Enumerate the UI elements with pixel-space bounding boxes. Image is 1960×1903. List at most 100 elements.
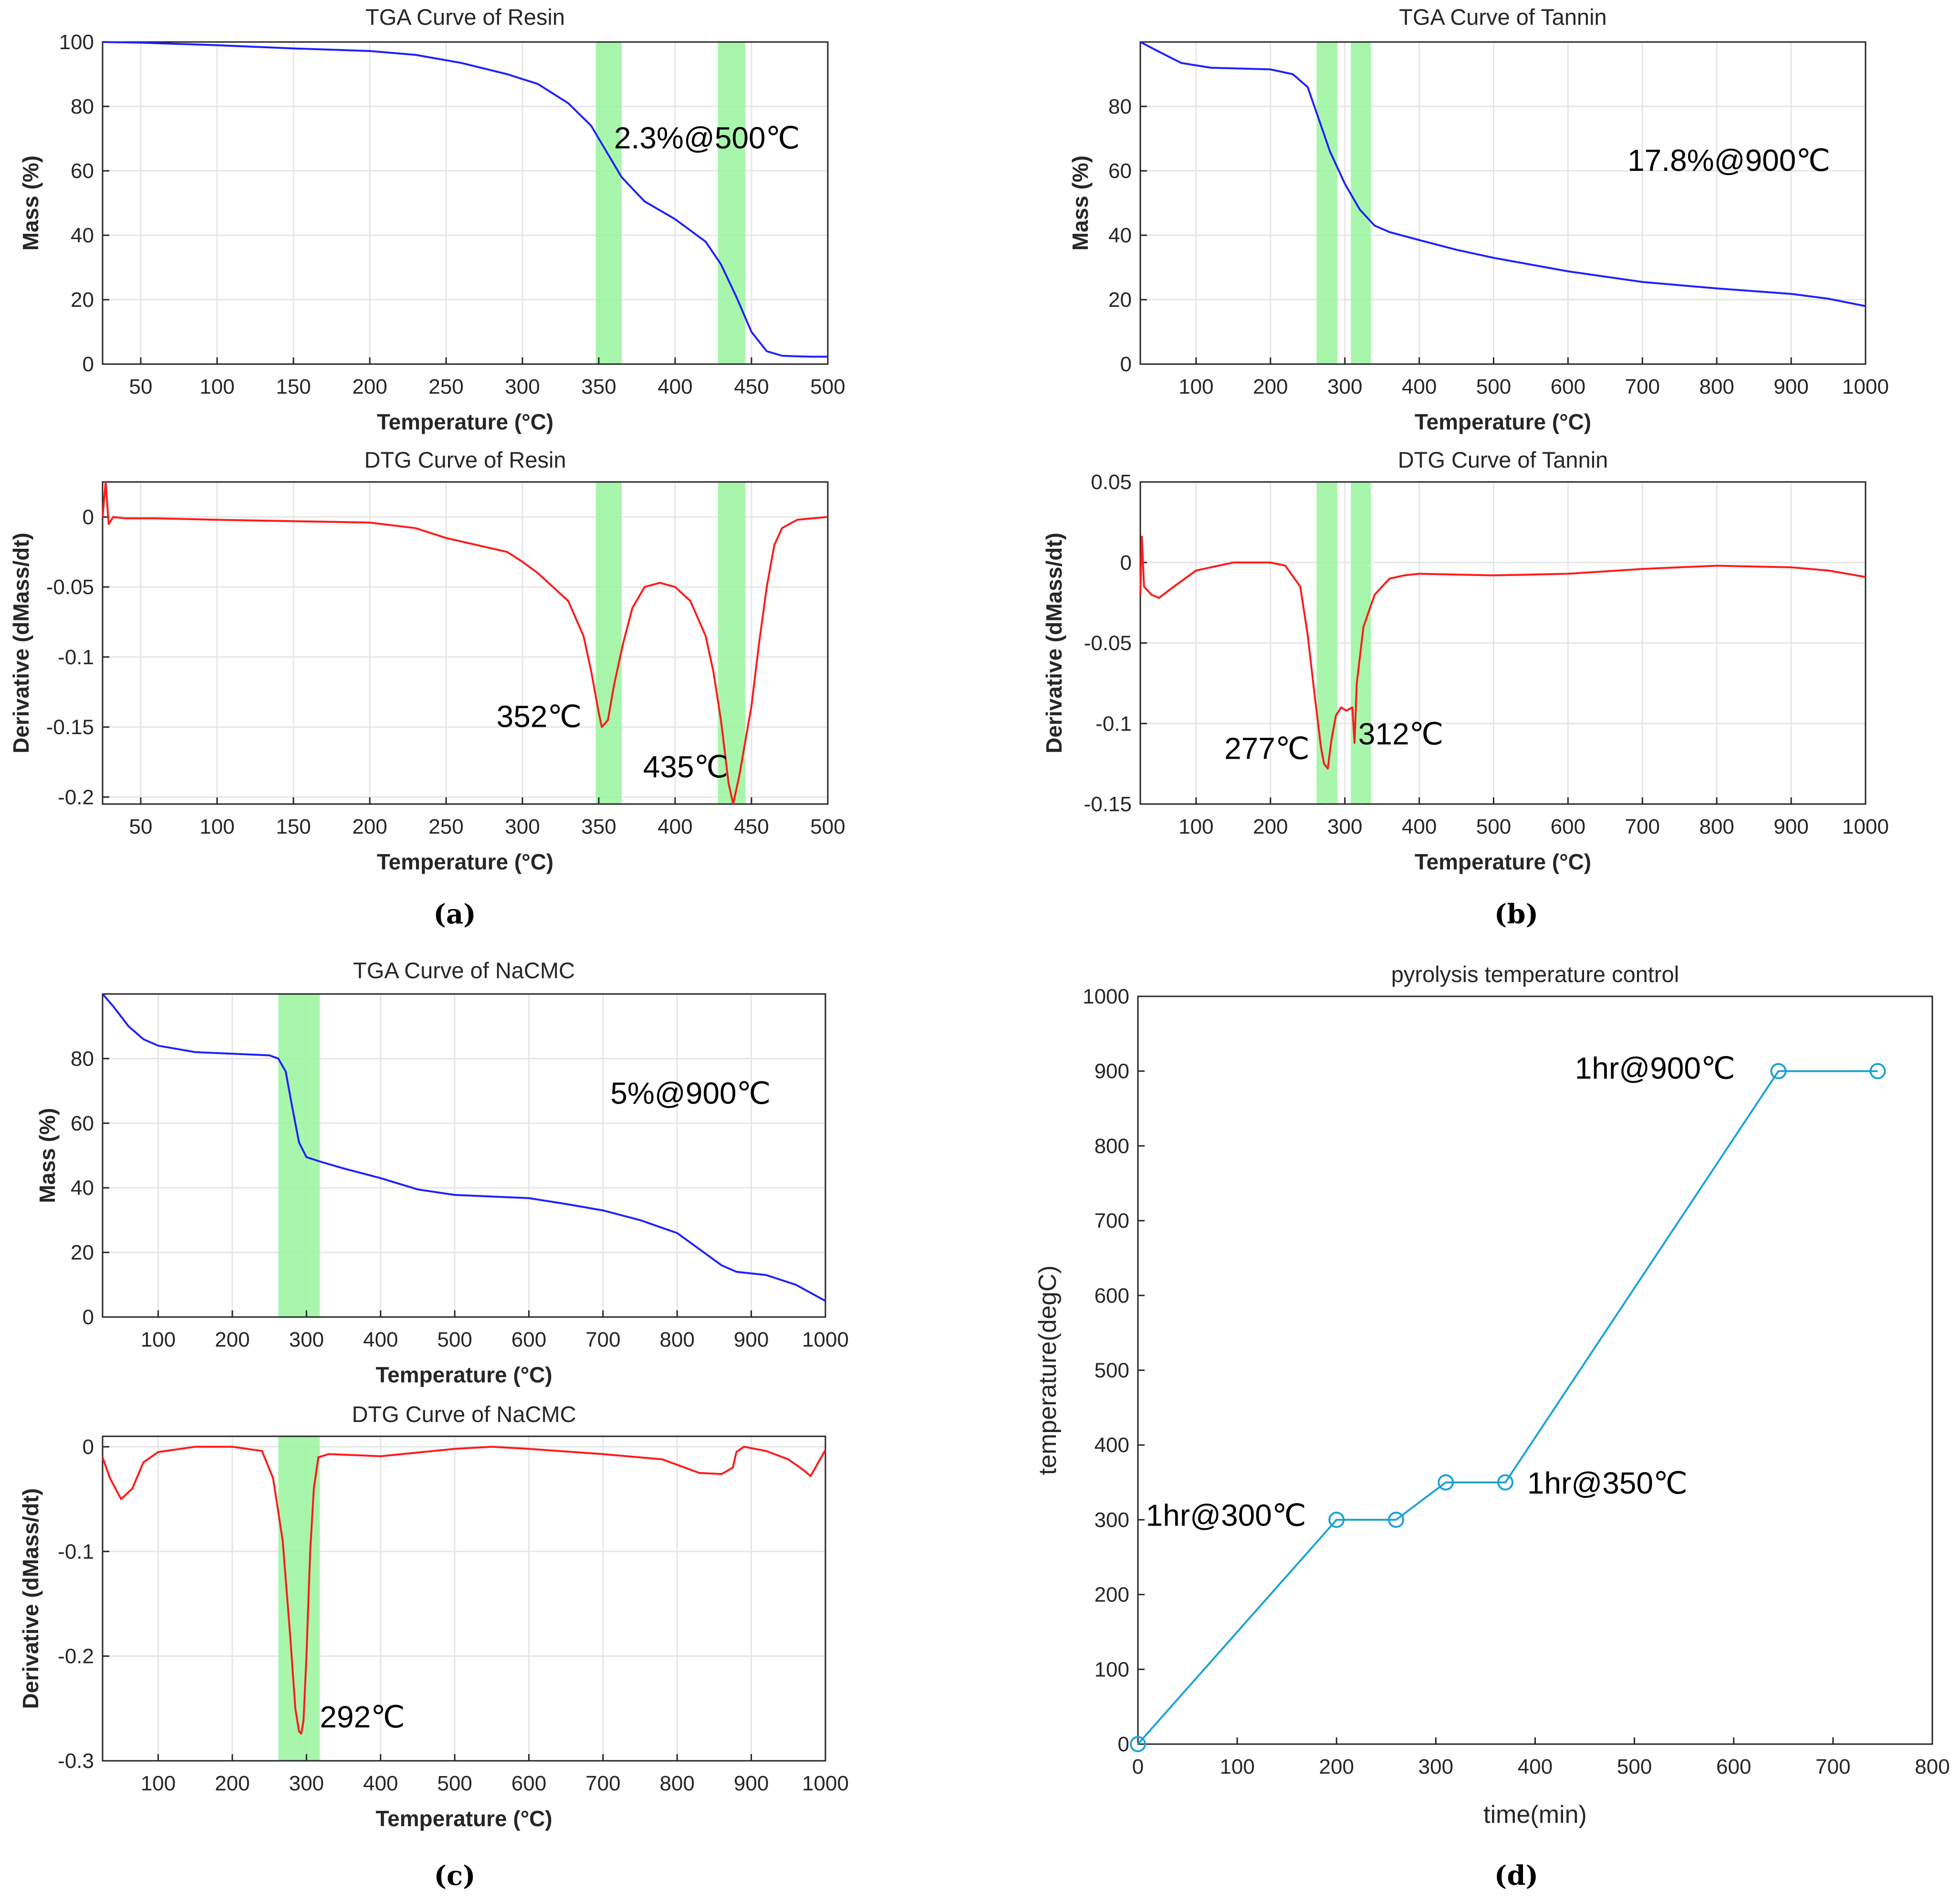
x-tick-label: 300 <box>1327 815 1362 838</box>
y-tick-label: 20 <box>71 1241 94 1265</box>
plot-area <box>103 994 825 1317</box>
x-tick-label: 200 <box>1253 375 1288 398</box>
y-axis-title: Mass (%) <box>35 1108 60 1203</box>
y-tick-label: 0 <box>83 505 94 529</box>
y-tick-label: 40 <box>71 224 94 247</box>
series-line <box>102 41 828 358</box>
y-tick-label: 600 <box>1095 1284 1129 1307</box>
x-tick-label: 500 <box>810 815 845 838</box>
data-point-marker <box>1497 1474 1514 1491</box>
y-tick-label: 100 <box>1095 1658 1129 1681</box>
x-tick-label: 400 <box>1402 815 1437 838</box>
y-tick-label: -0.05 <box>1084 632 1132 655</box>
y-axis-title: Derivative (dMass/dt) <box>18 1488 43 1709</box>
y-tick-label: 80 <box>71 95 94 118</box>
x-axis-title: Temperature (°C) <box>377 849 553 874</box>
y-tick-label: -0.15 <box>46 716 94 739</box>
y-tick-label: -0.1 <box>58 646 94 669</box>
panel-tga-nacmc: 100 200 300 400 500 600 700 800 900 1000 0 20 40 60 80… <box>35 958 849 1387</box>
x-tick-label: 400 <box>1402 375 1437 398</box>
axes-frame <box>102 41 829 365</box>
y-tick-label: -0.2 <box>58 1645 94 1668</box>
x-tick-label: 100 <box>199 815 234 838</box>
data-point-marker <box>1388 1511 1405 1528</box>
x-tick-label: 200 <box>352 375 387 398</box>
y-axis-title: Derivative (dMass/dt) <box>1042 533 1066 753</box>
x-tick-label: 500 <box>1476 375 1511 398</box>
series-line <box>1139 535 1866 770</box>
panel-pyrolysis-schedule: 0 100 200 300 400 500 600 700 800 0 100 200 300 400 50… <box>1034 962 1950 1829</box>
x-tick-label: 1000 <box>1842 375 1889 398</box>
x-tick-label: 100 <box>141 1772 176 1795</box>
annotation-label: 17.8%@900℃ <box>1627 143 1830 178</box>
annotation-label: 5%@900℃ <box>610 1076 771 1110</box>
axes-frame <box>102 993 826 1318</box>
y-tick-label: 0 <box>83 1435 94 1459</box>
x-tick-label: 500 <box>810 375 845 398</box>
x-tick-label: 600 <box>1551 815 1585 838</box>
annotation-label: 1hr@300℃ <box>1146 1498 1306 1532</box>
annotation-label: 312℃ <box>1358 717 1444 751</box>
y-axis-title: temperature(degC) <box>1034 1265 1062 1475</box>
x-tick-label: 1000 <box>802 1772 849 1795</box>
x-tick-label: 450 <box>734 375 769 398</box>
x-tick-label: 50 <box>129 375 153 398</box>
x-axis-title: time(min) <box>1483 1801 1587 1829</box>
x-tick-label: 100 <box>1178 375 1213 398</box>
x-tick-label: 800 <box>1915 1755 1950 1778</box>
annotation-label: 2.3%@500℃ <box>614 121 800 155</box>
annotation-label: 292℃ <box>320 1700 405 1734</box>
x-tick-label: 400 <box>1518 1755 1553 1778</box>
plot-area <box>1140 42 1866 364</box>
x-tick-label: 300 <box>1418 1755 1453 1778</box>
axes-frame <box>1139 41 1866 365</box>
x-tick-label: 350 <box>581 375 616 398</box>
x-tick-label: 900 <box>734 1328 769 1351</box>
panel-dtg-resin: 50 100 150 200 250 300 350 400 450 500 -0.2 -0.15 -0… <box>9 447 845 874</box>
x-tick-label: 200 <box>1253 815 1288 838</box>
x-tick-label: 700 <box>1625 815 1660 838</box>
panel-tga-resin: 50 100 150 200 250 300 350 400 450 500 0 20 40 60 80 10… <box>18 4 845 434</box>
x-tick-label: 500 <box>1476 815 1511 838</box>
x-tick-label: 50 <box>129 815 153 838</box>
x-tick-label: 1000 <box>802 1328 849 1351</box>
x-tick-label: 300 <box>505 815 540 838</box>
x-tick-label: 150 <box>276 375 311 398</box>
x-tick-label: 200 <box>352 815 387 838</box>
chart-title: DTG Curve of Resin <box>364 447 566 472</box>
x-tick-label: 300 <box>289 1772 324 1795</box>
x-axis-title: Temperature (°C) <box>1415 409 1591 434</box>
annotation-label: 277℃ <box>1224 732 1310 766</box>
y-tick-label: 0 <box>1120 353 1132 376</box>
axes-frame <box>102 481 829 805</box>
y-tick-label: 80 <box>71 1047 94 1070</box>
data-point-marker <box>1770 1063 1787 1079</box>
y-tick-label: 200 <box>1095 1583 1129 1607</box>
y-tick-label: 0 <box>83 1306 94 1329</box>
x-axis-title: Temperature (°C) <box>375 1806 552 1831</box>
y-tick-label: -0.1 <box>58 1540 94 1563</box>
x-tick-label: 900 <box>734 1772 769 1795</box>
x-tick-label: 200 <box>215 1328 250 1351</box>
highlight-band <box>1316 42 1338 364</box>
chart-title: TGA Curve of Tannin <box>1399 4 1606 30</box>
x-tick-label: 400 <box>657 375 692 398</box>
x-axis-title: Temperature (°C) <box>375 1362 552 1387</box>
x-tick-label: 500 <box>1617 1755 1652 1778</box>
y-tick-label: 0 <box>1118 1733 1129 1756</box>
y-tick-label: 800 <box>1095 1134 1129 1158</box>
x-tick-label: 100 <box>141 1328 176 1351</box>
x-tick-label: 600 <box>511 1772 546 1795</box>
highlight-band <box>718 482 746 804</box>
axes-frame <box>102 1435 826 1762</box>
y-tick-label: -0.2 <box>58 785 94 809</box>
x-tick-label: 800 <box>660 1772 695 1795</box>
y-tick-label: 60 <box>71 1112 94 1135</box>
caption-b: (b) <box>1494 899 1538 930</box>
series-line <box>102 481 828 805</box>
data-point-marker <box>1328 1511 1345 1528</box>
x-tick-label: 300 <box>289 1328 324 1351</box>
y-tick-label: -0.15 <box>1084 793 1132 816</box>
x-tick-label: 400 <box>657 815 692 838</box>
plot-area <box>1138 996 1932 1744</box>
